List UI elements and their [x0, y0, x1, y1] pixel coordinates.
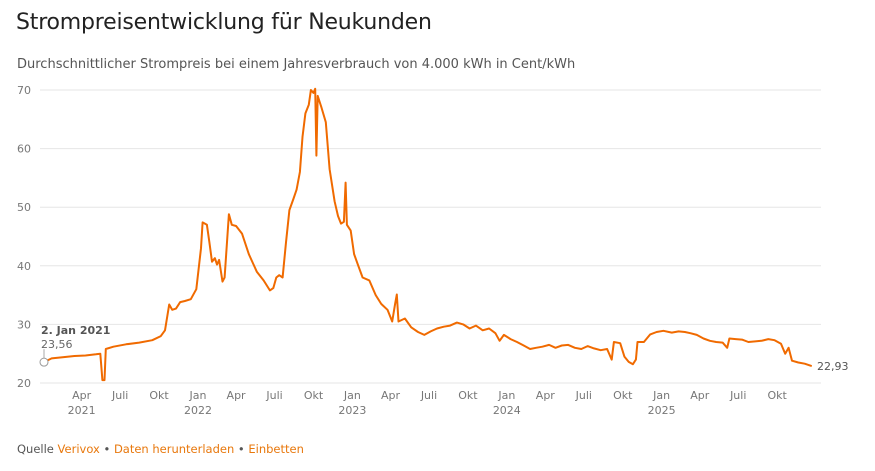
x-year-label: 2024	[493, 404, 521, 417]
start-value-label: 23,56	[41, 338, 73, 351]
source-label: Quelle	[17, 442, 54, 456]
y-tick-label: 50	[17, 201, 31, 214]
chart-title: Strompreisentwicklung für Neukunden	[16, 10, 432, 35]
y-tick-label: 30	[17, 318, 31, 331]
x-tick-label: Jan	[497, 389, 515, 402]
y-tick-label: 70	[17, 84, 31, 97]
x-tick-label: Juli	[111, 389, 128, 402]
x-year-label: 2021	[68, 404, 96, 417]
x-year-label: 2022	[184, 404, 212, 417]
separator: •	[237, 442, 245, 456]
y-tick-label: 40	[17, 260, 31, 273]
x-tick-label: Okt	[613, 389, 633, 402]
x-tick-label: Apr	[536, 389, 556, 402]
chart-subtitle: Durchschnittlicher Strompreis bei einem …	[17, 57, 576, 72]
footer: Quelle Verivox • Daten herunterladen • E…	[17, 442, 304, 456]
x-tick-label: Juli	[420, 389, 437, 402]
start-marker	[39, 357, 49, 367]
x-tick-label: Jan	[652, 389, 670, 402]
x-tick-label: Apr	[227, 389, 247, 402]
x-year-label: 2025	[648, 404, 676, 417]
x-tick-label: Okt	[304, 389, 324, 402]
x-tick-label: Okt	[149, 389, 169, 402]
line-chart: Apr 2021 Juli Okt Jan 2022 Apr Juli Okt Jan 2023 Ap…	[17, 84, 849, 417]
x-tick-label: Okt	[767, 389, 787, 402]
x-tick-label: Jan	[343, 389, 361, 402]
end-value-label: 22,93	[817, 360, 849, 373]
x-tick-label: Apr	[381, 389, 401, 402]
start-date-label: 2. Jan 2021	[41, 324, 110, 337]
x-tick-label: Apr	[690, 389, 710, 402]
embed-link[interactable]: Einbetten	[248, 442, 304, 456]
x-tick-label: Jan	[189, 389, 207, 402]
verivox-link[interactable]: Verivox	[57, 442, 100, 456]
x-tick-label: Apr	[72, 389, 92, 402]
download-data-link[interactable]: Daten herunterladen	[113, 442, 235, 456]
x-tick-label: Okt	[458, 389, 478, 402]
x-year-label: 2023	[338, 404, 366, 417]
x-tick-label: Juli	[265, 389, 282, 402]
x-tick-label: Juli	[729, 389, 746, 402]
y-tick-label: 60	[17, 143, 31, 156]
y-tick-label: 20	[17, 377, 31, 390]
x-tick-label: Juli	[575, 389, 592, 402]
price-line	[43, 87, 812, 382]
separator: •	[103, 442, 111, 456]
